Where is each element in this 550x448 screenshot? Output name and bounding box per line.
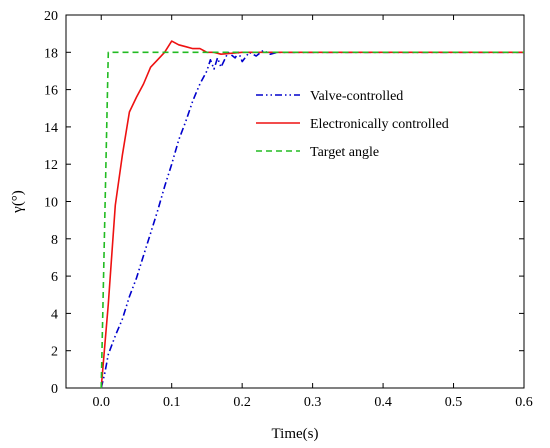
y-axis-title: γ(°) [10,190,26,214]
y-axis: 0 2 4 6 8 10 12 14 16 18 20 [44,9,524,397]
series-line-target-angle [100,51,524,389]
y-tick-label: 10 [44,196,58,211]
series-layer [100,40,524,389]
legend-label: Target angle [310,145,379,160]
y-tick-label: 8 [51,233,58,248]
legend-label: Electronically controlled [310,117,449,132]
y-tick-label: 18 [44,46,58,61]
plot-area: 0.0 0.1 0.2 0.3 0.4 0.5 0.6 0 2 4 6 8 10 12 14 16 18 20 [44,9,533,410]
x-tick-label: 0.3 [304,395,322,410]
y-tick-label: 4 [51,307,58,322]
y-tick-label: 0 [51,382,58,397]
x-axis-title: Time(s) [272,426,319,442]
y-tick-label: 14 [44,121,58,136]
x-tick-label: 0.1 [163,395,181,410]
y-tick-label: 6 [51,270,58,285]
y-tick-label: 20 [44,9,58,24]
x-tick-label: 0.2 [233,395,251,410]
y-tick-label: 16 [44,84,58,99]
y-tick-label: 12 [44,158,58,173]
x-tick-label: 0.0 [92,395,110,410]
x-tick-label: 0.6 [515,395,533,410]
y-tick-label: 2 [51,345,58,360]
x-tick-label: 0.5 [445,395,463,410]
x-axis: 0.0 0.1 0.2 0.3 0.4 0.5 0.6 [92,15,533,410]
plot-frame [65,14,525,389]
x-tick-label: 0.4 [374,395,392,410]
legend: Valve-controlled Electronically controlle… [256,89,449,160]
legend-label: Valve-controlled [310,89,403,104]
